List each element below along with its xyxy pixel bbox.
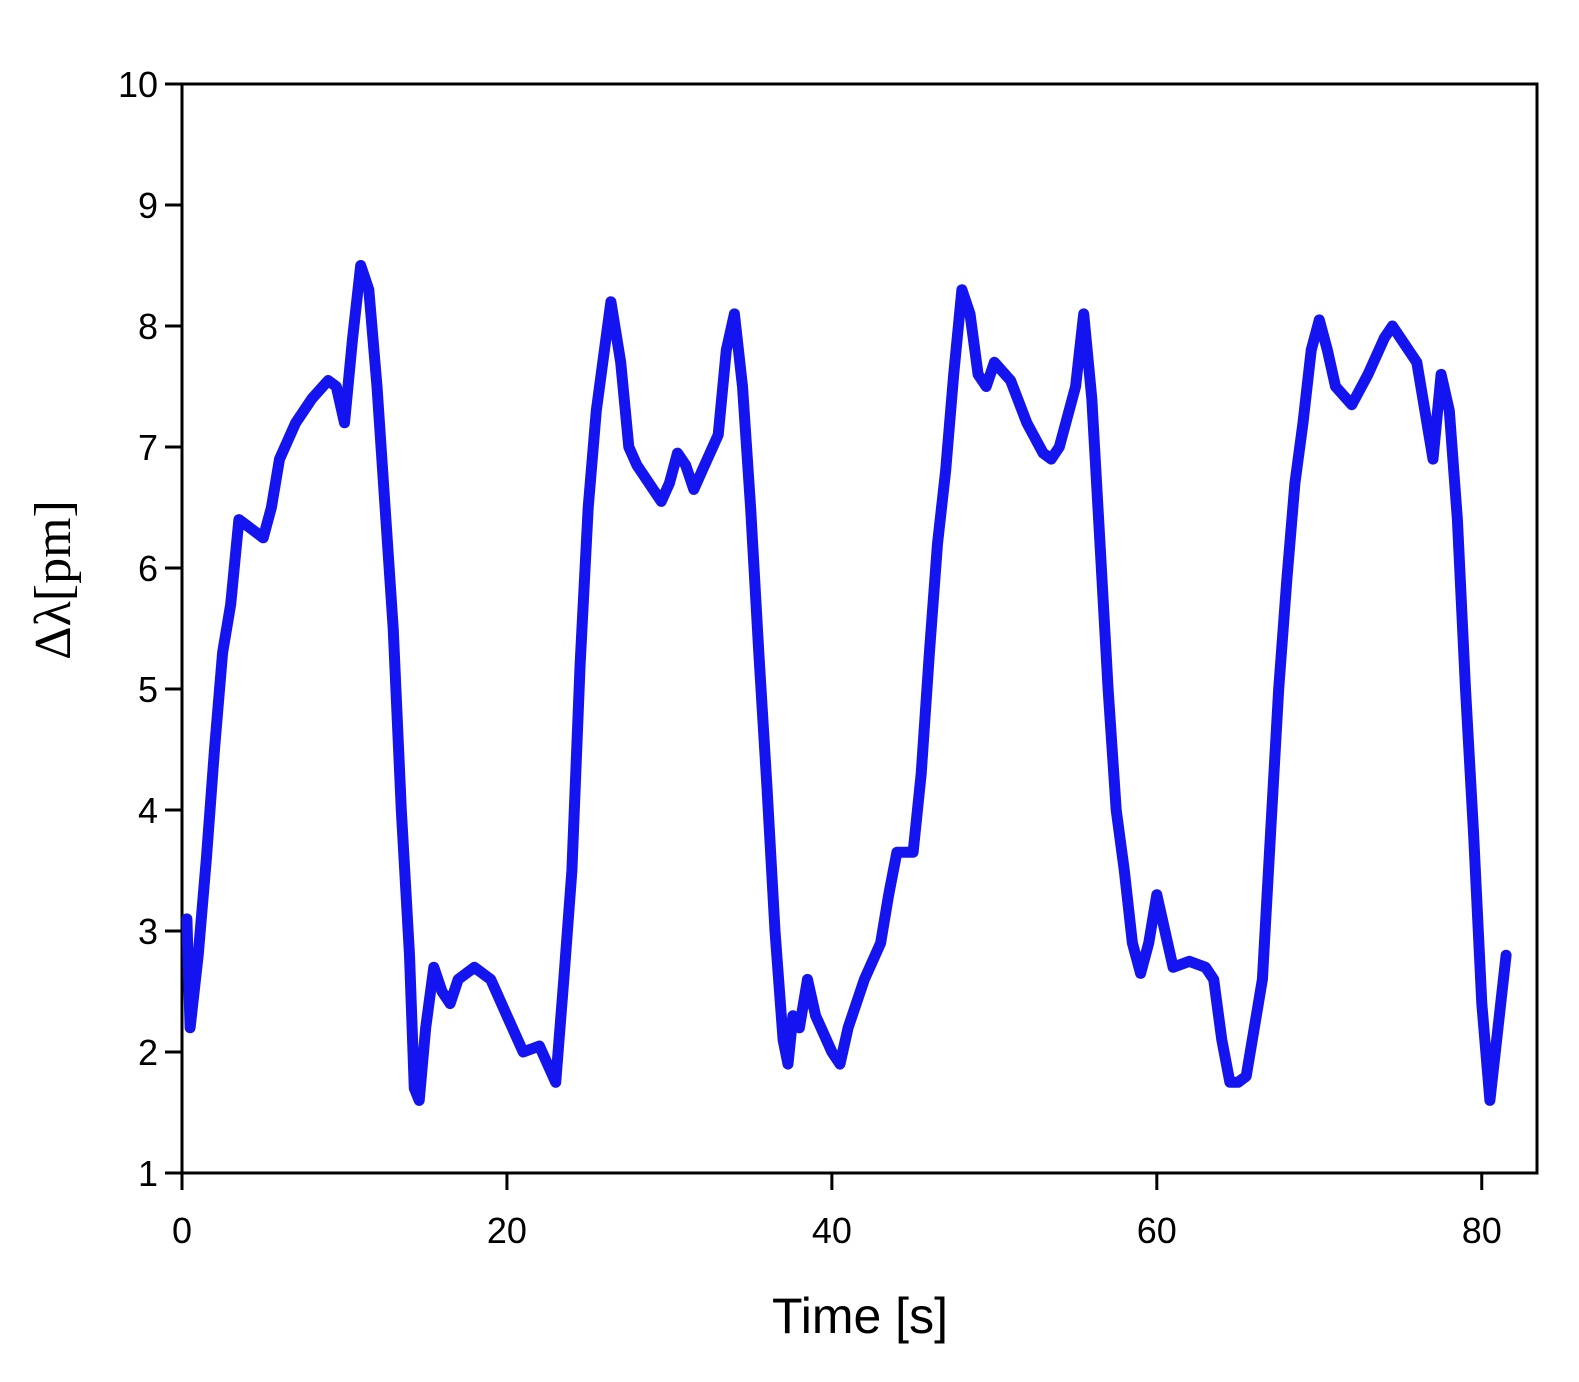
y-tick-label: 5 — [138, 669, 158, 710]
y-tick-label: 9 — [138, 185, 158, 226]
x-tick-label: 20 — [487, 1210, 527, 1251]
y-tick-label: 1 — [138, 1153, 158, 1194]
y-axis-label: Δλ[pm] — [25, 500, 82, 660]
y-tick-label: 2 — [138, 1032, 158, 1073]
y-tick-label: 4 — [138, 790, 158, 831]
y-tick-label: 8 — [138, 306, 158, 347]
y-tick-label: 3 — [138, 911, 158, 952]
y-tick-label: 10 — [118, 64, 158, 105]
plot-frame — [180, 82, 1539, 1175]
x-tick-label: 0 — [172, 1210, 192, 1251]
y-tick-label: 7 — [138, 427, 158, 468]
x-tick-label: 60 — [1137, 1210, 1177, 1251]
x-tick-label: 80 — [1462, 1210, 1502, 1251]
y-tick-label: 6 — [138, 548, 158, 589]
x-axis-label: Time [s] — [772, 1288, 948, 1344]
data-line — [181, 260, 1512, 1106]
x-tick-label: 40 — [812, 1210, 852, 1251]
